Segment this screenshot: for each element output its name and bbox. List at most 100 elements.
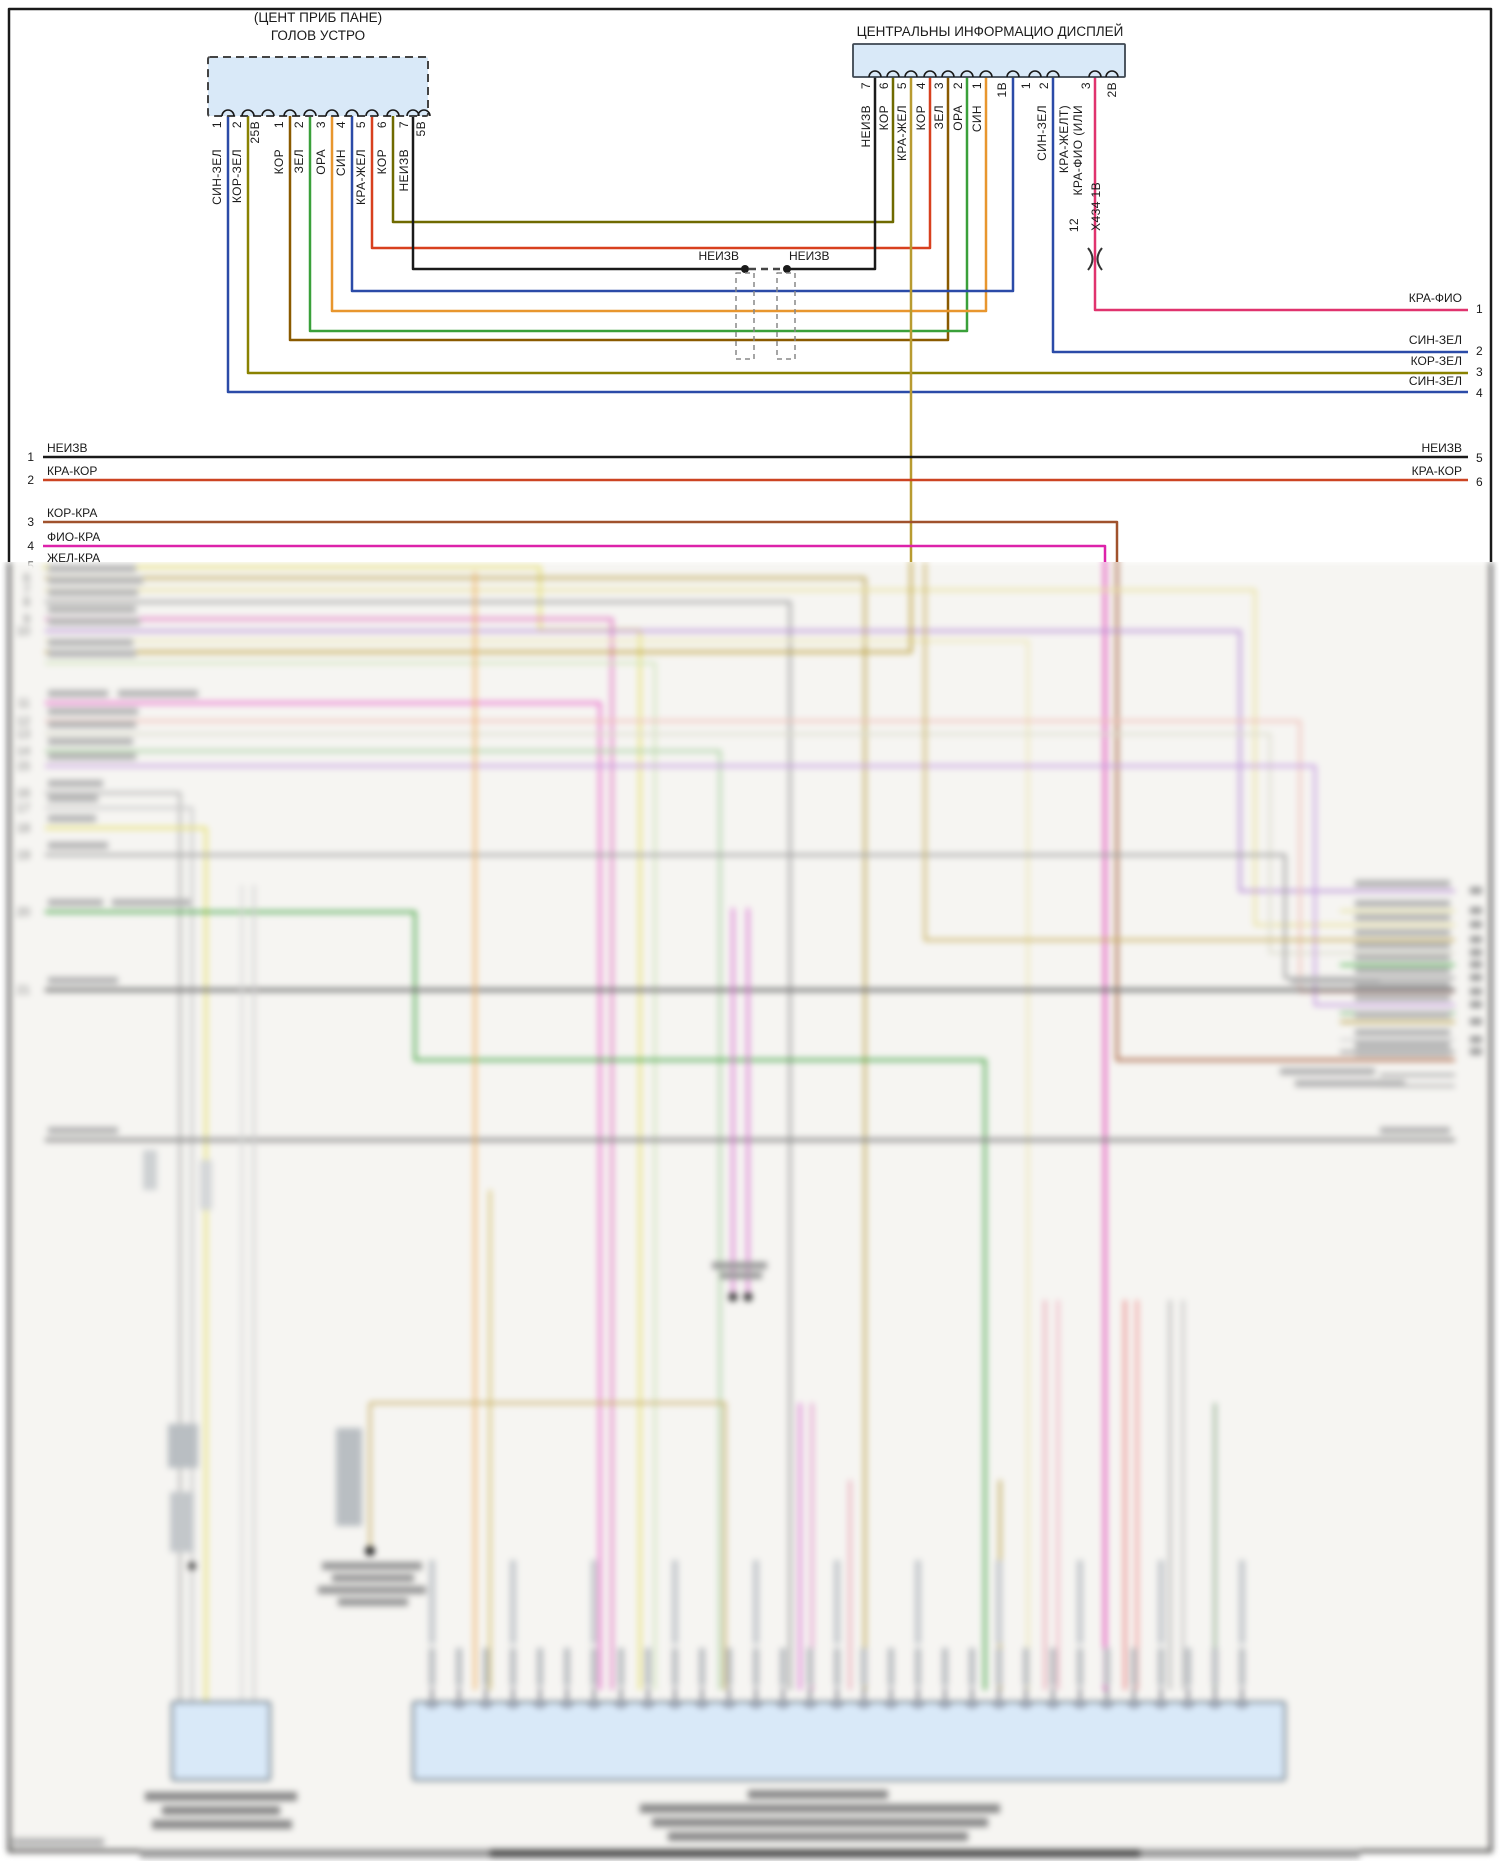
display-wire-label: КОР [914, 105, 928, 131]
ground-splice-dot [365, 1546, 375, 1556]
bus-wire-label: КРА-КОР [47, 464, 98, 478]
edge-pin-number: 4 [1476, 386, 1483, 400]
connector-symbols [143, 1150, 362, 1552]
bus-wire-label: КРА-КОР [1411, 464, 1462, 478]
head-wire-label: КРА-ЖЕЛ [354, 149, 368, 205]
edge-pin-number: 3 [1476, 365, 1483, 379]
wire-kor-b1 [288, 77, 950, 342]
display-pin-number: 4 [914, 82, 928, 90]
bus-wire-label: ЖЕЛ-КРА [47, 551, 101, 565]
head-unit-box [207, 56, 429, 117]
display-pin-number: 1В [995, 82, 1009, 98]
bus-wire-label: КОР-КРА [47, 506, 98, 520]
splice-dot [728, 1292, 738, 1302]
svg-text:11: 11 [18, 696, 31, 710]
svg-text:21: 21 [17, 983, 31, 997]
display-wire-label: КРА-ФИО (ИЛИ [1071, 105, 1085, 196]
bottom-bar-dark [490, 1849, 1140, 1858]
head-wire-label: КОР [272, 149, 286, 175]
head-pin-number: 7 [397, 121, 411, 129]
head-pin-number: 5 [354, 121, 368, 129]
head-pin-number: 2 [292, 121, 306, 129]
head-wire-label: ОРА [314, 149, 328, 175]
head-pin-number: 25В [248, 121, 262, 144]
edge-pin-number: 1 [1476, 302, 1483, 316]
svg-text:9: 9 [23, 612, 30, 626]
display-wire-label: СИН-ЗЕЛ [1035, 105, 1049, 161]
display-pin-number: 6 [877, 82, 891, 90]
bus-row-number: 5 [1476, 451, 1483, 465]
bottom-connector-pins [426, 1560, 1248, 1708]
edge-wire-label: СИН-ЗЕЛ [1408, 333, 1462, 347]
svg-text:12: 12 [17, 714, 31, 728]
pin-carets [221, 70, 1119, 117]
svg-text:10: 10 [17, 624, 31, 638]
head-wire-label: СИН [334, 149, 348, 177]
wire-kor-b6 [391, 77, 895, 224]
display-wire-label: НЕИЗВ [859, 105, 873, 148]
head-pin-number: 2 [230, 121, 244, 129]
wire-sin-b4 [350, 77, 1015, 293]
bus-row-4-wire [43, 544, 1107, 562]
head-wire-label: НЕИЗВ [397, 149, 411, 192]
splice-dot-right [783, 265, 791, 273]
splice-label-left: НЕИЗВ [698, 249, 739, 263]
head-unit-title-line2: ГОЛОВ УСТРО [270, 28, 366, 43]
bottom-caption-smudges [12, 1790, 1000, 1846]
wire-zel-b2 [308, 77, 969, 333]
wire-ora-b3 [330, 77, 988, 313]
bottom-left-module-box [171, 1701, 271, 1781]
splice-dot-left [741, 265, 749, 273]
svg-text:13: 13 [17, 727, 31, 741]
display-pin-number: 5 [895, 82, 909, 90]
x434-connector-icon [1087, 247, 1094, 271]
svg-text:15: 15 [17, 759, 31, 773]
bus-wire-label: НЕИЗВ [1421, 441, 1462, 455]
wire-neizv-right [787, 77, 877, 271]
svg-text:14: 14 [17, 744, 31, 758]
svg-text:8: 8 [23, 595, 30, 609]
bus-row-number: 1 [27, 450, 34, 464]
bus-wire-label: ФИО-КРА [47, 530, 101, 544]
splice-dot [743, 1292, 753, 1302]
display-wire-label: КОР [877, 105, 891, 131]
x434-connector-icon [1096, 247, 1103, 271]
display-pin-number: 3 [1079, 82, 1093, 90]
display-wire-label: ОРА [951, 105, 965, 131]
head-pin-number: 6 [375, 121, 389, 129]
svg-text:18: 18 [17, 821, 31, 835]
head-pin-number: 4 [334, 121, 348, 129]
page-frame [7, 7, 1493, 562]
display-pin-number: 2 [951, 82, 965, 90]
head-pin-number: 1 [210, 121, 224, 129]
splice-label-right: НЕИЗВ [789, 249, 830, 263]
svg-text:6: 6 [23, 571, 30, 585]
head-unit-title-line1: (ЦЕНТ ПРИБ ПАНЕ) [253, 10, 383, 25]
svg-text:19: 19 [17, 848, 31, 862]
edge-wire-label: СИН-ЗЕЛ [1408, 374, 1462, 388]
svg-text:7: 7 [23, 583, 30, 597]
head-wire-label: ЗЕЛ [292, 149, 306, 174]
head-pin-number: 5В [414, 121, 428, 137]
display-wire-label: ЗЕЛ [932, 105, 946, 130]
bus-row-number: 4 [27, 539, 34, 553]
shield-box-right [776, 272, 796, 360]
display-unit-box [852, 43, 1126, 78]
wire-kra-fio [1093, 77, 1468, 312]
edge-wire-label: КОР-ЗЕЛ [1410, 354, 1462, 368]
bus-row-3-wire [43, 520, 1119, 562]
edge-pin-number: 2 [1476, 344, 1483, 358]
x434-name-label: Х434 1В [1089, 182, 1103, 231]
display-wire-label: КРА-ЖЕЛ [895, 105, 909, 161]
x434-pin-label: 12 [1067, 218, 1081, 233]
svg-text:20: 20 [17, 905, 31, 919]
display-pin-number: 1 [1019, 82, 1033, 90]
bottom-main-module-box [412, 1701, 1286, 1781]
bus-row-number: 3 [27, 515, 34, 529]
shield-box-left [735, 272, 755, 360]
bus-wire-label: НЕИЗВ [47, 441, 88, 455]
display-wire-label: СИН [970, 105, 984, 133]
display-pin-number: 2 [1037, 82, 1051, 90]
